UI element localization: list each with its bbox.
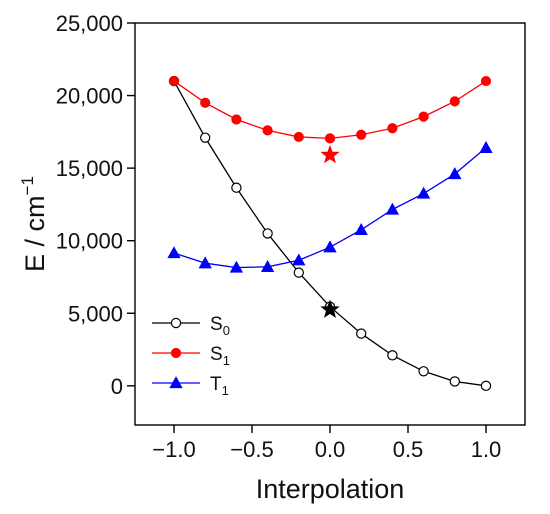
legend-marker [170,347,182,359]
y-tick-label: 15,000 [56,156,123,181]
y-axis-title-main: E / cm [20,195,50,272]
legend-label-subscript: 1 [223,353,230,368]
data-point [324,133,336,144]
legend-entry: T1 [152,374,229,398]
data-point [385,202,400,215]
legend-entry: S0 [152,314,230,338]
data-point [293,131,304,143]
legend-label-main: T [210,374,222,395]
series-t1 [167,140,493,273]
y-axis-title: E / cm−1 [18,176,50,272]
data-point [480,380,492,392]
series-line [173,80,487,140]
y-axis: 0 5,000 10,000 15,000 20,000 25,000 [56,11,135,399]
data-point [323,240,337,253]
data-point [229,260,244,273]
y-tick-label: 25,000 [56,11,123,36]
data-point [387,123,398,134]
data-point [199,132,211,143]
legend-label: S0 [210,314,230,338]
series-line [173,80,487,387]
star-marker [320,299,340,318]
data-point [418,366,429,377]
legend-marker [170,317,182,329]
data-point [293,267,304,278]
x-axis: −1.0 −0.5 0.0 0.5 1.0 [152,425,501,462]
data-point [356,328,367,339]
legend-entry: S1 [152,344,230,368]
data-point [198,256,212,269]
data-point [448,167,462,180]
data-point [262,125,273,136]
x-tick-label: −1.0 [152,437,195,462]
y-tick-label: 10,000 [56,229,123,254]
y-tick-label: 20,000 [56,84,123,109]
data-point [168,75,180,87]
data-point [479,140,493,153]
legend-marker [169,376,183,389]
y-tick-label: 5,000 [68,301,123,326]
y-tick-label: 0 [111,374,123,399]
plot-frame [134,22,526,426]
data-point [262,228,273,239]
x-tick-label: 0.5 [393,437,424,462]
x-tick-label: −0.5 [230,437,273,462]
data-point [260,259,275,272]
data-point [356,129,367,140]
data-point [292,253,306,266]
x-tick-label: 0.0 [315,437,346,462]
data-point [416,186,431,199]
data-point [449,96,460,107]
legend-label-subscript: 0 [223,323,230,338]
data-point [387,350,398,361]
series-s1 [168,75,492,144]
y-axis-title-superscript: −1 [18,176,37,195]
legend-label: T1 [210,374,229,398]
legend-label-main: S [210,314,223,335]
legend-label-main: S [210,344,223,365]
data-point [418,111,429,122]
data-point [200,97,211,108]
star-marker [320,144,340,164]
annotation-layer [320,144,340,318]
legend-label-subscript: 1 [222,383,229,398]
data-point [231,114,242,125]
x-tick-label: 1.0 [471,437,502,462]
legend-label: S1 [210,344,230,368]
data-point [231,182,242,193]
data-point [167,246,181,259]
x-axis-title: Interpolation [256,474,405,504]
data-point [480,75,492,87]
data-point [354,222,368,235]
series-layer [167,75,493,392]
data-point [449,376,460,387]
